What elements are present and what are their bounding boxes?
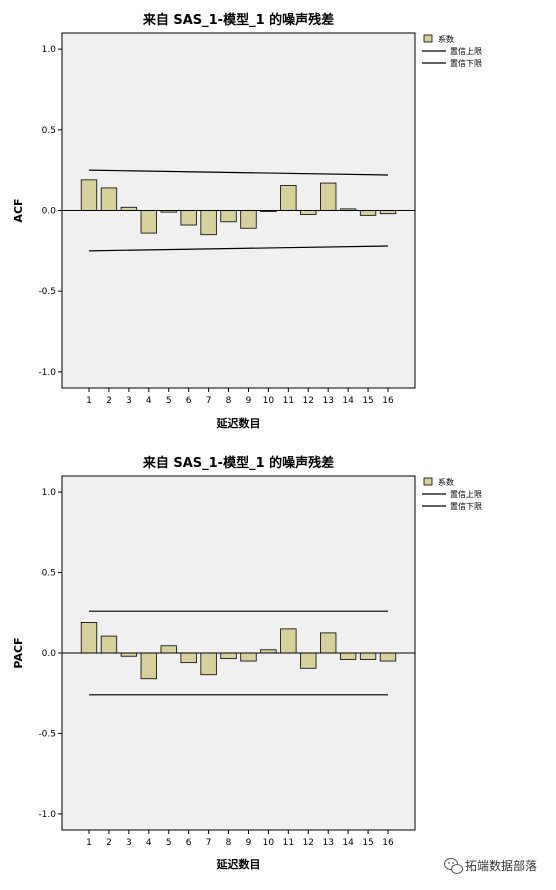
bar-13 <box>320 182 337 211</box>
x-tick-label: 9 <box>246 838 252 848</box>
y-tick-label: 1.0 <box>42 488 57 498</box>
x-tick-label: 8 <box>226 396 232 406</box>
x-tick-label: 3 <box>126 838 132 848</box>
bar-11 <box>280 628 297 654</box>
x-tick-label: 7 <box>206 838 212 848</box>
bar-16 <box>379 652 397 662</box>
x-tick-label: 9 <box>246 396 252 406</box>
x-axis-label: 延迟数目 <box>216 857 261 871</box>
bar-7 <box>200 652 217 676</box>
x-tick-label: 11 <box>283 396 294 406</box>
x-tick-label: 15 <box>362 838 373 848</box>
y-tick-label: -0.5 <box>38 729 56 739</box>
x-tick-label: 13 <box>322 838 333 848</box>
y-tick-label: 1.0 <box>42 45 57 55</box>
bar-14 <box>339 652 357 660</box>
chart-1: 来自 SAS_1-模型_1 的噪声残差 1.0 0.5 0.0 -0.5 -1.0 ACF 1… <box>12 12 482 430</box>
legend-swatch-coefficient <box>423 477 433 486</box>
x-tick-label: 1 <box>86 838 92 848</box>
y-tick-label: -0.5 <box>38 287 56 297</box>
bar-15 <box>359 652 377 660</box>
x-tick-label: 6 <box>186 396 192 406</box>
y-axis-label: PACF <box>12 637 25 668</box>
bar-8 <box>220 652 237 660</box>
bar-9 <box>240 210 257 229</box>
bar-9 <box>240 652 257 662</box>
y-tick-label: 0.5 <box>42 126 56 136</box>
bar-6 <box>180 652 197 664</box>
bar-4 <box>140 652 157 680</box>
x-tick-label: 2 <box>106 396 112 406</box>
x-tick-label: 11 <box>283 838 294 848</box>
x-tick-label: 10 <box>263 396 275 406</box>
x-tick-label: 14 <box>342 396 354 406</box>
upper-confidence-line <box>88 169 389 176</box>
bar-11 <box>280 185 297 211</box>
x-tick-label: 4 <box>146 838 152 848</box>
x-tick-label: 14 <box>342 838 354 848</box>
bar-2 <box>100 635 118 654</box>
bar-2 <box>100 187 118 211</box>
bar-7 <box>200 210 217 236</box>
x-tick-label: 16 <box>382 838 394 848</box>
x-tick-label: 7 <box>206 396 212 406</box>
chart-2: 来自 SAS_1-模型_1 的噪声残差 1.0 0.5 0.0 -0.5 -1.0 PACF… <box>12 455 482 871</box>
x-tick-label: 13 <box>322 396 333 406</box>
bar-1 <box>80 179 98 211</box>
bar-12 <box>300 652 317 669</box>
x-tick-label: 5 <box>166 838 172 848</box>
bar-4 <box>140 210 157 234</box>
x-tick-label: 8 <box>226 838 232 848</box>
x-tick-label: 1 <box>86 396 92 406</box>
legend-label-upper: 置信上限 <box>450 489 482 499</box>
chart-title: 来自 SAS_1-模型_1 的噪声残差 <box>142 455 334 471</box>
y-tick-label: -1.0 <box>38 810 56 820</box>
bar-1 <box>80 622 98 654</box>
lower-confidence-line <box>88 245 389 252</box>
bar-15 <box>359 210 377 216</box>
y-tick-label: -1.0 <box>38 368 56 378</box>
legend-label-coefficient: 系数 <box>438 34 454 44</box>
bar-13 <box>320 632 337 654</box>
legend-label-coefficient: 系数 <box>438 477 454 487</box>
x-tick-label: 6 <box>186 838 192 848</box>
x-tick-label: 10 <box>263 838 275 848</box>
x-tick-label: 3 <box>126 396 132 406</box>
y-tick-label: 0.0 <box>42 649 57 659</box>
x-tick-label: 4 <box>146 396 152 406</box>
legend-label-upper: 置信上限 <box>450 46 482 56</box>
x-tick-label: 16 <box>382 396 394 406</box>
chart-title: 来自 SAS_1-模型_1 的噪声残差 <box>142 12 334 28</box>
bar-6 <box>180 210 197 226</box>
y-axis-label: ACF <box>12 198 25 222</box>
legend-label-lower: 置信下限 <box>450 501 482 511</box>
x-axis-label: 延迟数目 <box>216 416 261 430</box>
legend-swatch-coefficient <box>423 34 433 43</box>
legend-label-lower: 置信下限 <box>450 58 482 68</box>
x-tick-label: 2 <box>106 838 112 848</box>
x-tick-label: 5 <box>166 396 172 406</box>
x-tick-label: 15 <box>362 396 373 406</box>
bar-8 <box>220 210 237 223</box>
x-tick-label: 12 <box>303 838 314 848</box>
bar-12 <box>300 210 317 215</box>
bar-5 <box>160 645 177 654</box>
y-tick-label: 0.0 <box>42 207 57 217</box>
x-tick-label: 12 <box>303 396 314 406</box>
y-tick-label: 0.5 <box>42 569 56 579</box>
